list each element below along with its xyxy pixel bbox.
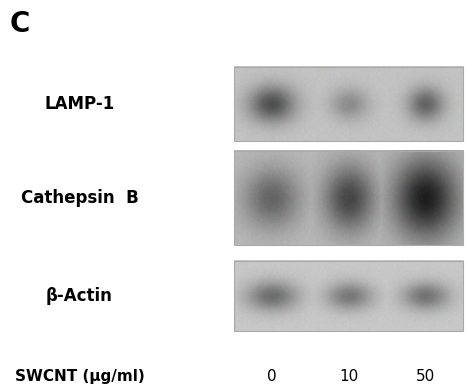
- Bar: [234, 261, 463, 331]
- Bar: [234, 67, 463, 141]
- Text: 0: 0: [268, 369, 277, 384]
- Text: SWCNT (μg/ml): SWCNT (μg/ml): [15, 369, 145, 384]
- Text: Cathepsin  B: Cathepsin B: [21, 189, 139, 207]
- Text: β-Actin: β-Actin: [46, 287, 113, 305]
- Text: LAMP-1: LAMP-1: [44, 95, 115, 113]
- Text: 10: 10: [339, 369, 358, 384]
- Bar: [234, 151, 463, 245]
- Text: C: C: [9, 10, 30, 38]
- Text: 50: 50: [416, 369, 435, 384]
